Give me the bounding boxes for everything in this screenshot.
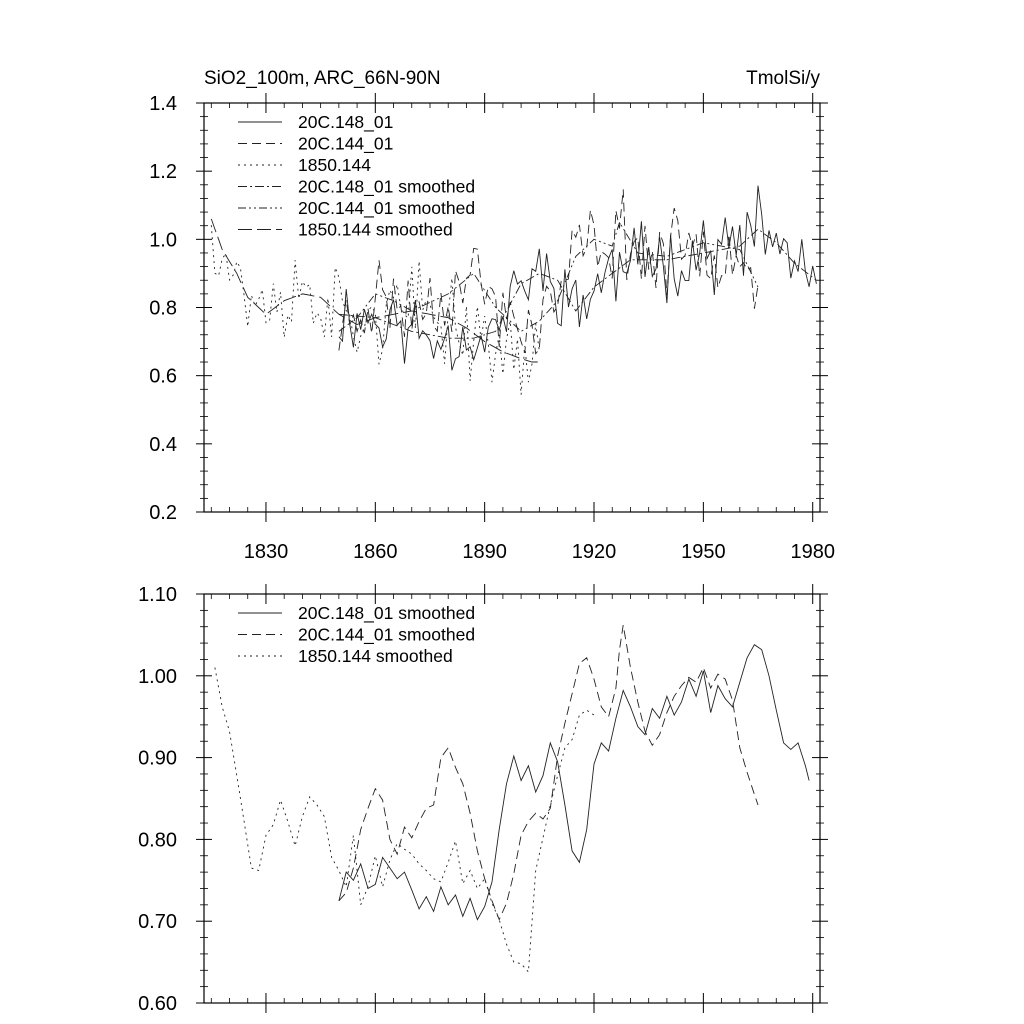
y-tick-label: 0.6 xyxy=(149,366,177,388)
legend-label: 20C.144_01 smoothed xyxy=(298,198,475,219)
series-line-5 xyxy=(210,218,540,363)
y-tick-label: 0.90 xyxy=(138,748,177,770)
panel-title-left: SiO2_100m, ARC_66N-90N xyxy=(204,68,441,89)
series-line-2 xyxy=(214,667,595,973)
x-tick-label: 1920 xyxy=(572,541,617,563)
series-line-4 xyxy=(338,221,759,332)
series-line-0 xyxy=(338,644,810,921)
legend-label: 1850.144 xyxy=(298,155,371,175)
legend-label: 1850.144 smoothed xyxy=(298,220,453,240)
y-tick-label: 0.2 xyxy=(149,502,177,524)
legend-label: 20C.148_01 smoothed xyxy=(298,603,475,624)
x-tick-label: 1890 xyxy=(462,541,507,563)
y-tick-label: 1.2 xyxy=(149,161,177,183)
panel-title-units: TmolSi/y xyxy=(746,68,820,89)
y-tick-label: 0.80 xyxy=(138,829,177,851)
x-tick-label: 1860 xyxy=(353,541,398,563)
legend-label: 20C.144_01 xyxy=(298,134,393,155)
y-tick-label: 1.10 xyxy=(138,584,177,606)
series-line-1 xyxy=(338,625,759,921)
legend-label: 20C.144_01 smoothed xyxy=(298,625,475,646)
y-tick-label: 0.8 xyxy=(149,298,177,320)
legend-label: 20C.148_01 xyxy=(298,112,393,133)
y-tick-label: 1.0 xyxy=(149,229,177,251)
series-line-1 xyxy=(338,189,759,355)
plot-frame xyxy=(203,102,821,513)
x-tick-label: 1980 xyxy=(790,541,835,563)
legend-label: 1850.144 smoothed xyxy=(298,646,453,666)
x-tick-label: 1830 xyxy=(244,541,289,563)
y-tick-label: 0.70 xyxy=(138,911,177,933)
y-tick-label: 0.60 xyxy=(138,993,177,1015)
bottom-panel: 0.60 0.70 0.80 0.90 1.00 1.10 20C.148_01 smoot… xyxy=(138,584,828,1015)
series-line-3 xyxy=(338,228,817,339)
legend-label: 20C.148_01 smoothed xyxy=(298,177,475,198)
y-tick-label: 1.00 xyxy=(138,666,177,688)
plot-frame xyxy=(203,593,821,1004)
y-tick-label: 1.4 xyxy=(149,93,177,115)
x-tick-label: 1950 xyxy=(681,541,726,563)
y-tick-label: 0.4 xyxy=(149,434,177,456)
top-panel: 0.2 0.4 0.6 0.8 1.0 1.2 1.4 1830 1860 1890 1920 195… xyxy=(149,93,835,563)
series-line-2 xyxy=(210,225,540,395)
series-line-0 xyxy=(338,185,817,371)
